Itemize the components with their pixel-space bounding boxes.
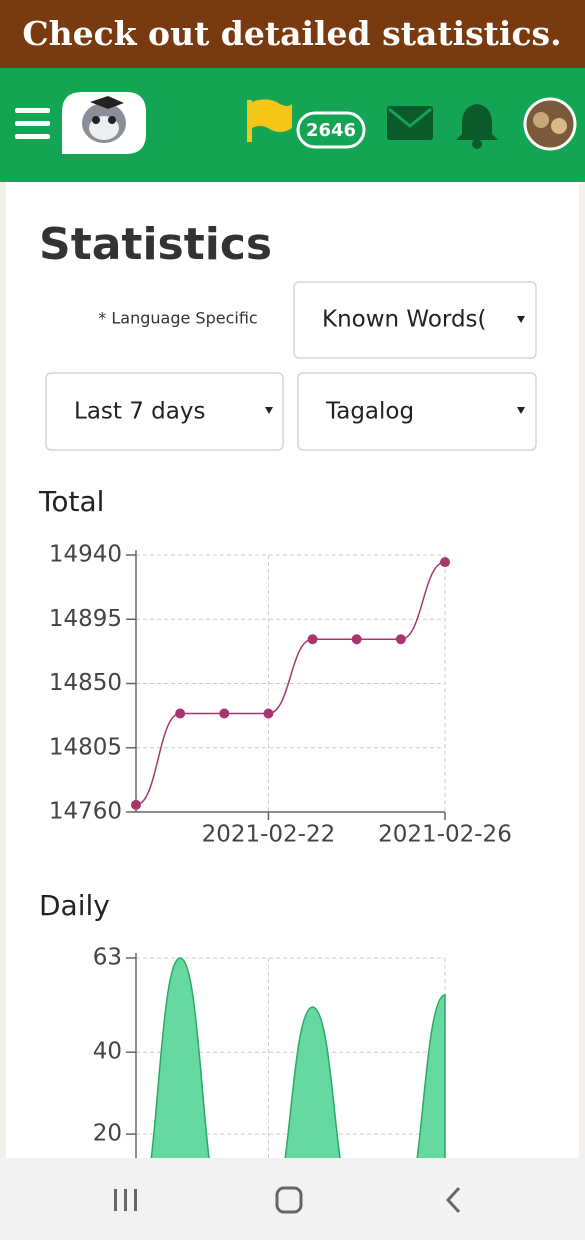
avatar[interactable]: [523, 97, 577, 151]
bell-icon[interactable]: [456, 104, 498, 149]
logo[interactable]: [62, 92, 146, 154]
avatar-detail: [533, 112, 549, 128]
y-tick-label: 14895: [49, 606, 122, 632]
y-tick-label: 63: [93, 945, 122, 971]
mail-icon[interactable]: [387, 106, 433, 140]
recent-button[interactable]: [114, 1189, 137, 1211]
x-tick-label: 2021-02-26: [378, 822, 512, 848]
y-tick-label: 20: [93, 1121, 122, 1147]
point: [351, 634, 362, 645]
point: [307, 634, 318, 645]
system-nav: [0, 1158, 585, 1240]
y-tick-label: 14760: [49, 799, 122, 825]
badge-count: 2646: [306, 120, 356, 141]
page-title: Statistics: [39, 219, 272, 270]
menu-button[interactable]: [15, 108, 50, 139]
y-tick-label: 14850: [49, 670, 122, 696]
select-value: Tagalog: [325, 399, 414, 425]
banner-text: Check out detailed statistics.: [22, 14, 561, 53]
point: [440, 557, 450, 568]
note: * Language Specific: [98, 309, 257, 328]
avatar-detail: [551, 118, 567, 134]
y-tick-label: 40: [93, 1039, 122, 1065]
home-button[interactable]: [275, 1186, 303, 1214]
point: [263, 708, 274, 719]
point: [395, 634, 406, 645]
banner: [0, 0, 585, 68]
select[interactable]: Last 7 days: [45, 372, 284, 451]
y-tick-label: 14805: [49, 734, 122, 760]
chart-title: Total: [38, 485, 104, 518]
point: [131, 799, 141, 810]
x-tick-label: 2021-02-22: [202, 822, 336, 848]
select-value: Known Words(: [322, 307, 487, 333]
point: [219, 708, 230, 719]
select[interactable]: Known Words(: [293, 281, 537, 359]
y-tick-label: 14940: [49, 542, 122, 568]
back-button[interactable]: [445, 1186, 461, 1214]
point: [175, 708, 186, 719]
chart-title: Daily: [39, 889, 110, 922]
select[interactable]: Tagalog: [297, 372, 537, 451]
select-value: Last 7 days: [74, 399, 205, 425]
flag-icon[interactable]: [247, 99, 292, 142]
badge[interactable]: [296, 111, 366, 149]
